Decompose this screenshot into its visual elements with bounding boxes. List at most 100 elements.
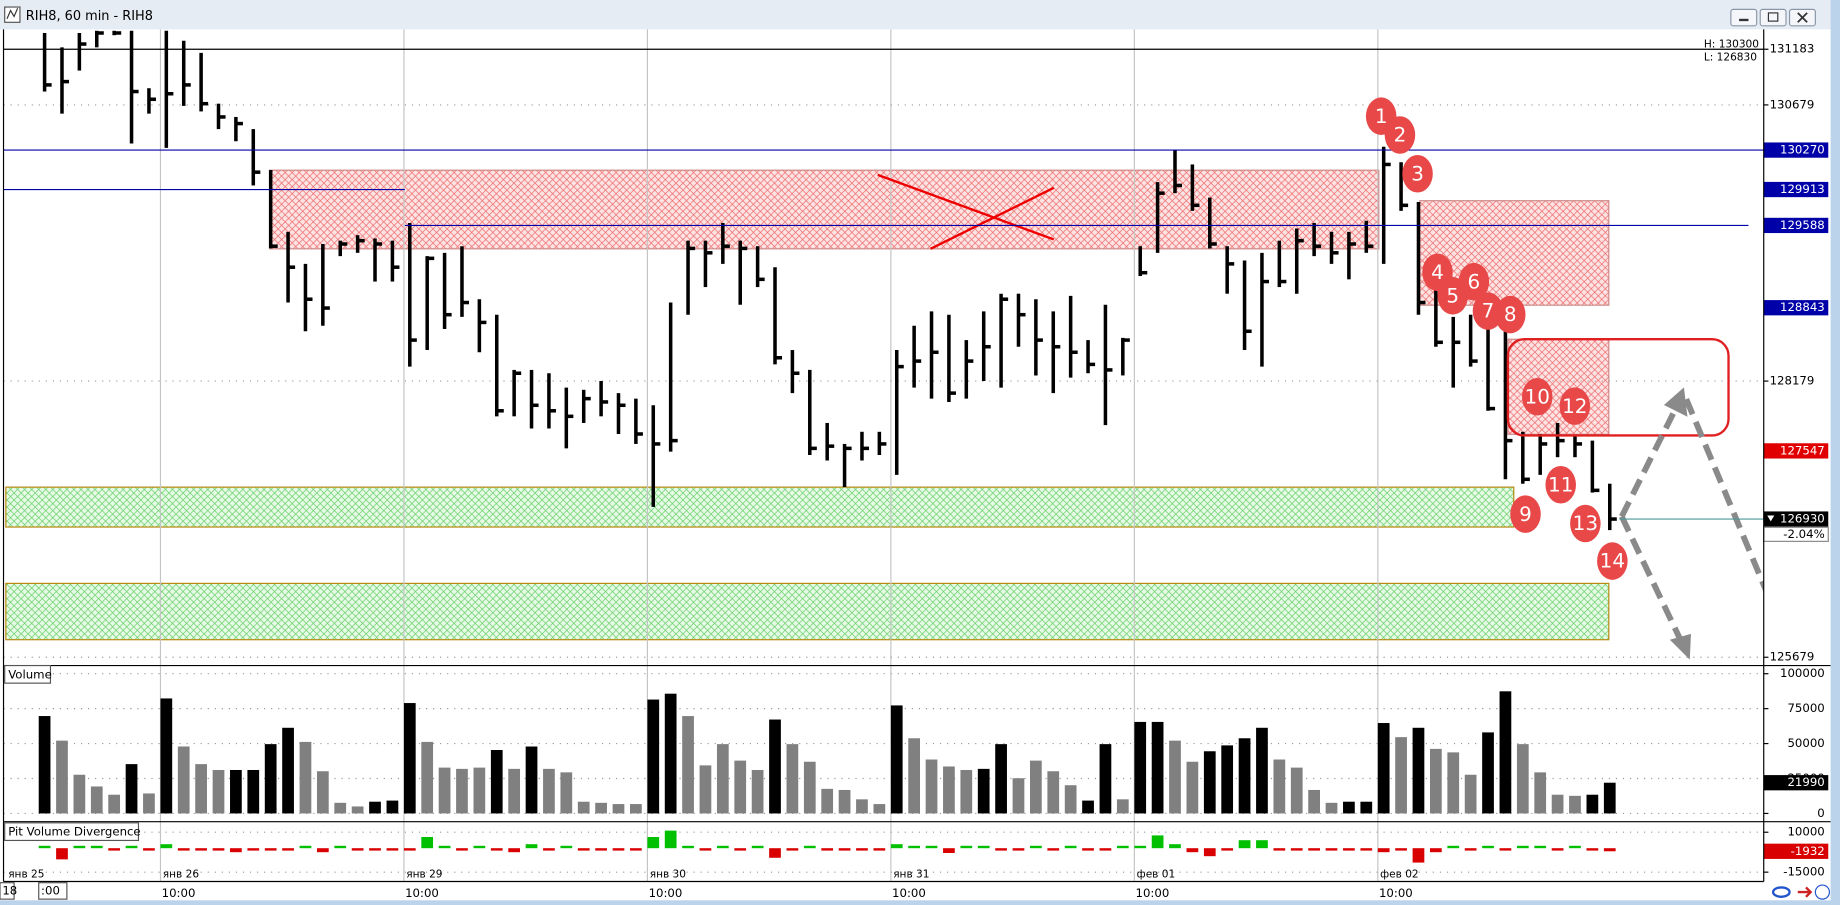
volume-bar: [925, 845, 938, 849]
volume-bar: [1569, 795, 1581, 814]
window-border: [1830, 0, 1840, 905]
volume-bar: [1169, 740, 1181, 814]
volume-bar: [456, 768, 468, 814]
volume-bar: [1447, 752, 1460, 814]
volume-bar: [1099, 744, 1112, 814]
x-date-label: янв 30: [650, 868, 687, 880]
level-tag-label: 130270: [1780, 143, 1825, 157]
panel-label-box: [4, 822, 140, 842]
volume-bar: [960, 845, 973, 849]
volume-bar: [699, 765, 712, 814]
annotation-badge: [1472, 292, 1504, 330]
annotation-badge: [1510, 495, 1541, 533]
arrow-icon[interactable]: [1797, 886, 1813, 898]
volume-bar: [1395, 737, 1407, 814]
x-time-label: 10:00: [649, 886, 683, 900]
volume-bar: [1412, 848, 1425, 863]
volume-bar: [612, 804, 625, 814]
volume-bar: [1377, 848, 1390, 853]
volume-bar: [508, 848, 521, 853]
volume-bar: [1186, 848, 1199, 853]
volume-bar: [1516, 744, 1529, 814]
volume-bar: [1464, 848, 1477, 851]
volume-bar: [1499, 691, 1512, 814]
volume-bar: [1464, 774, 1477, 814]
x-date-label: янв 29: [406, 868, 442, 880]
volume-bar: [1186, 761, 1199, 814]
y-tick-label: 50000: [1787, 736, 1824, 750]
volume-bar: [1151, 721, 1164, 814]
volume-bar: [1569, 845, 1581, 849]
scroll-label: :00: [41, 883, 60, 897]
volume-bar: [299, 845, 312, 849]
close-glyph: [1797, 12, 1808, 23]
volume-bar: [90, 845, 103, 849]
change-label: -2.04%: [1783, 527, 1824, 541]
volume-bar: [1290, 767, 1303, 814]
volume-bar: [873, 848, 886, 851]
minimize-button[interactable]: [1730, 8, 1758, 27]
volume-bar: [786, 848, 799, 851]
volume-bar: [1343, 848, 1355, 851]
volume-bar: [1256, 840, 1268, 849]
cross-mark: [877, 173, 1055, 241]
volume-bar: [821, 848, 834, 851]
volume-bar: [803, 845, 816, 849]
scroll-label: 18: [2, 883, 17, 897]
x-time-label: 10:00: [1379, 886, 1413, 900]
volume-bar: [1603, 848, 1616, 852]
volume-bar: [769, 719, 781, 814]
last-value-tag: [1763, 843, 1829, 859]
volume-bar: [247, 769, 260, 814]
volume-bar: [630, 804, 642, 814]
arrow-head: [1663, 387, 1688, 417]
scroll-box[interactable]: [0, 882, 15, 900]
volume-bar: [1151, 835, 1164, 849]
cross-mark: [930, 186, 1055, 250]
y-tick-label: 130679: [1770, 97, 1815, 111]
volume-bar: [1134, 845, 1147, 849]
y-tick-label: -15000: [1783, 865, 1825, 879]
volume-bar: [960, 769, 973, 814]
volume-bar: [525, 746, 538, 814]
link-icon[interactable]: [1771, 886, 1791, 898]
level-tag: [1763, 181, 1829, 198]
volume-bar: [212, 769, 225, 814]
volume-bar: [1047, 848, 1060, 851]
volume-bar: [1482, 732, 1494, 814]
volume-bar: [38, 845, 51, 849]
volume-bar: [1030, 845, 1042, 849]
volume-bar: [977, 845, 990, 849]
target-outline: [1506, 338, 1730, 437]
volume-bar: [682, 716, 694, 814]
annotation-label: 5: [1446, 283, 1459, 307]
volume-bar: [1586, 794, 1599, 814]
volume-bar: [73, 774, 86, 814]
support-zone: [5, 486, 1515, 528]
scenario-arrows: [1619, 397, 1777, 641]
volume-bar: [108, 848, 121, 851]
volume-bar: [1064, 785, 1077, 814]
volume-bar: [1534, 772, 1547, 814]
volume-bar: [1116, 799, 1129, 814]
volume-bar: [577, 801, 590, 814]
volume-bar: [316, 848, 329, 853]
volume-bar: [282, 727, 294, 814]
volume-bar: [995, 848, 1007, 851]
volume-bar: [334, 802, 347, 814]
arrow-head: [1669, 633, 1691, 660]
volume-bar: [1116, 845, 1129, 849]
volume-bar: [734, 848, 747, 851]
volume-bar: [316, 771, 329, 814]
volume-bar: [403, 848, 416, 851]
help-icon[interactable]: [1814, 884, 1831, 900]
resistance-zone: [1507, 338, 1610, 435]
x-time-label: 10:00: [162, 886, 196, 900]
panel-label: Volume: [8, 667, 52, 681]
maximize-button[interactable]: [1759, 8, 1787, 27]
volume-bar: [299, 741, 312, 814]
volume-bar: [1012, 778, 1025, 814]
high-low-label: H: 130300: [1704, 39, 1759, 51]
scroll-box[interactable]: [38, 882, 68, 900]
volume-bar: [716, 845, 729, 849]
